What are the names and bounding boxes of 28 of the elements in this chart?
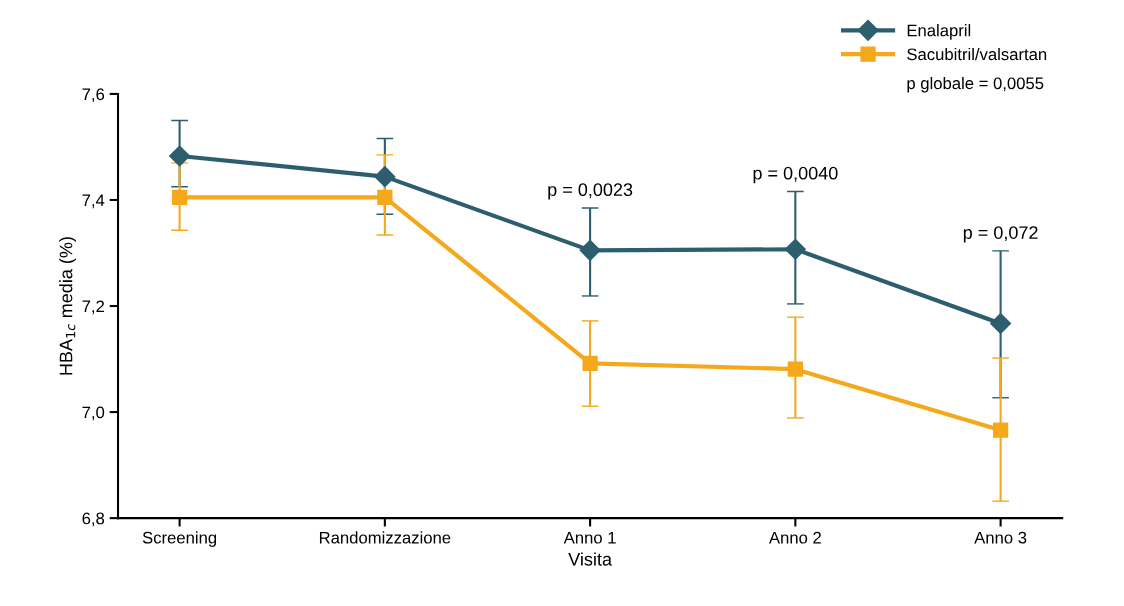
point bbox=[169, 145, 191, 167]
point bbox=[582, 355, 598, 371]
text: p globale = 0,0055 bbox=[907, 76, 1044, 93]
point bbox=[992, 422, 1009, 438]
x-tick-label: Randomizzazione bbox=[319, 531, 451, 544]
legend-label: Sacubitril/valsartan bbox=[907, 47, 1047, 61]
point bbox=[579, 239, 601, 261]
y-tick-label: 7,4 bbox=[82, 194, 105, 209]
x-axis-title: Visita bbox=[568, 552, 613, 566]
y-tick-label: 6,8 bbox=[82, 512, 105, 527]
y-axis-title: HBA$_{1c}$ media (%) bbox=[59, 237, 76, 375]
point bbox=[377, 189, 393, 205]
x-tick-label: Screening bbox=[142, 531, 217, 547]
point bbox=[787, 361, 803, 377]
x-tick-label: Anno 3 bbox=[974, 531, 1027, 544]
y-tick-label: 7,6 bbox=[82, 88, 105, 103]
legend-label: Enalapril bbox=[907, 24, 971, 40]
annotation: p = 0,072 bbox=[963, 226, 1038, 243]
point bbox=[784, 238, 806, 260]
x-tick-label: Anno 2 bbox=[768, 531, 821, 544]
annotation: p = 0,0040 bbox=[753, 166, 838, 184]
point bbox=[171, 189, 188, 205]
x-tick-label: Anno 1 bbox=[563, 531, 616, 544]
annotation: p = 0,0023 bbox=[548, 183, 633, 200]
y-tick-label: 7,2 bbox=[82, 300, 104, 315]
point bbox=[374, 166, 396, 188]
point bbox=[990, 313, 1012, 335]
y-tick-label: 7,0 bbox=[82, 406, 105, 421]
